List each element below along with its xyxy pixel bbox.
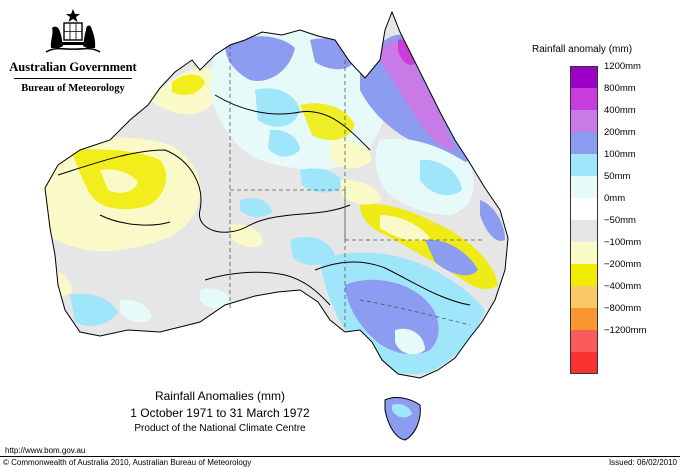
legend-label: −800mm [604, 303, 642, 314]
legend-label: 50mm [604, 171, 631, 182]
state-borders [229, 45, 485, 330]
legend-label: −100mm [604, 237, 642, 248]
legend-swatch [570, 308, 598, 330]
legend-swatch [570, 132, 598, 154]
coat-of-arms-icon [45, 9, 101, 53]
legend-swatch [570, 66, 598, 88]
legend-swatch [570, 110, 598, 132]
legend-item [570, 352, 680, 376]
government-name: Australian Government [9, 60, 137, 74]
map-contours [57, 94, 471, 306]
legend-swatch [570, 242, 598, 264]
legend-label: 200mm [604, 127, 636, 138]
logo-divider [14, 78, 132, 79]
tasmania-inner [392, 404, 412, 418]
legend-swatch [570, 198, 598, 220]
issued-date: Issued: 06/02/2010 [608, 458, 677, 467]
copyright-notice: © Commonwealth of Australia 2010, Austra… [3, 458, 252, 467]
map-title: Rainfall Anomalies (mm) [154, 389, 286, 403]
legend-swatch [570, 352, 598, 374]
map-period: 1 October 1971 to 31 March 1972 [130, 406, 310, 420]
legend-swatch [570, 264, 598, 286]
legend-label: −1200mm [604, 325, 647, 336]
legend-swatch [570, 220, 598, 242]
legend-item: −1200mm [570, 325, 680, 354]
legend-label: −400mm [604, 281, 642, 292]
legend-label: 0mm [604, 193, 626, 204]
legend-swatch [570, 88, 598, 110]
legend-swatch [570, 286, 598, 308]
footer-divider [0, 456, 680, 457]
legend-label: 1200mm [604, 61, 641, 72]
legend-label: 800mm [604, 83, 636, 94]
legend-label: −50mm [604, 215, 636, 226]
bureau-name: Bureau of Meteorology [21, 83, 125, 94]
legend-swatch [570, 330, 598, 352]
website-url[interactable]: http://www.bom.gov.au [5, 446, 86, 455]
bom-logo: Australian Government Bureau of Meteorol… [8, 8, 138, 98]
australia-coastline [44, 10, 509, 379]
map-product: Product of the National Climate Centre [134, 423, 306, 434]
legend-label: −200mm [604, 259, 642, 270]
legend-swatch [570, 176, 598, 198]
legend-label: 100mm [604, 149, 636, 160]
legend-label: 400mm [604, 105, 636, 116]
legend-title: Rainfall anomaly (mm) [532, 44, 633, 55]
legend-swatch [570, 154, 598, 176]
